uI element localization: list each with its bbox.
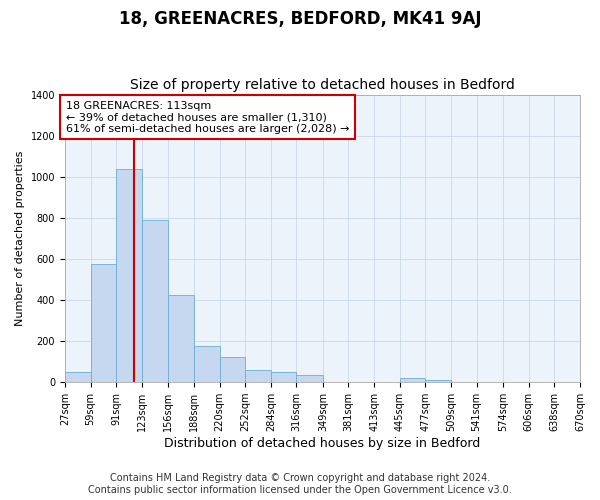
X-axis label: Distribution of detached houses by size in Bedford: Distribution of detached houses by size … (164, 437, 481, 450)
Text: Contains HM Land Registry data © Crown copyright and database right 2024.
Contai: Contains HM Land Registry data © Crown c… (88, 474, 512, 495)
Bar (296, 375, 323, 382)
Text: 18, GREENACRES, BEDFORD, MK41 9AJ: 18, GREENACRES, BEDFORD, MK41 9AJ (119, 10, 481, 28)
Bar (142, 220, 168, 382)
Bar (194, 346, 220, 382)
Text: 18 GREENACRES: 113sqm
← 39% of detached houses are smaller (1,310)
61% of semi-d: 18 GREENACRES: 113sqm ← 39% of detached … (66, 100, 349, 134)
Bar (65, 372, 91, 382)
Bar (116, 168, 142, 382)
Bar (220, 356, 245, 382)
Y-axis label: Number of detached properties: Number of detached properties (15, 150, 25, 326)
Bar (168, 295, 194, 382)
Bar (425, 380, 451, 382)
Title: Size of property relative to detached houses in Bedford: Size of property relative to detached ho… (130, 78, 515, 92)
Bar (400, 378, 425, 382)
Bar (271, 372, 296, 382)
Bar (245, 370, 271, 382)
Bar (91, 264, 116, 382)
